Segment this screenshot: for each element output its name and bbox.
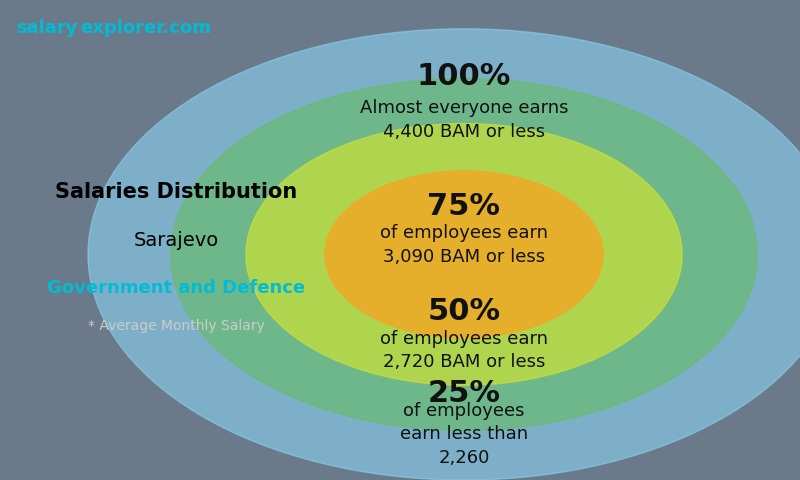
Text: of employees
earn less than
2,260: of employees earn less than 2,260 bbox=[400, 402, 528, 467]
Text: of employees earn
3,090 BAM or less: of employees earn 3,090 BAM or less bbox=[380, 224, 548, 265]
Circle shape bbox=[170, 78, 758, 431]
Text: 100%: 100% bbox=[417, 62, 511, 91]
Circle shape bbox=[88, 29, 800, 480]
Text: Sarajevo: Sarajevo bbox=[134, 230, 218, 250]
Text: Almost everyone earns
4,400 BAM or less: Almost everyone earns 4,400 BAM or less bbox=[360, 99, 568, 141]
Text: explorer.com: explorer.com bbox=[80, 19, 211, 37]
Text: 75%: 75% bbox=[427, 192, 501, 221]
Text: Government and Defence: Government and Defence bbox=[47, 279, 305, 297]
Text: 50%: 50% bbox=[427, 298, 501, 326]
Text: 25%: 25% bbox=[427, 379, 501, 408]
Text: of employees earn
2,720 BAM or less: of employees earn 2,720 BAM or less bbox=[380, 330, 548, 371]
Text: Salaries Distribution: Salaries Distribution bbox=[55, 182, 297, 202]
Circle shape bbox=[325, 171, 603, 338]
Circle shape bbox=[246, 123, 682, 385]
Text: salary: salary bbox=[16, 19, 78, 37]
Text: * Average Monthly Salary: * Average Monthly Salary bbox=[87, 319, 265, 334]
